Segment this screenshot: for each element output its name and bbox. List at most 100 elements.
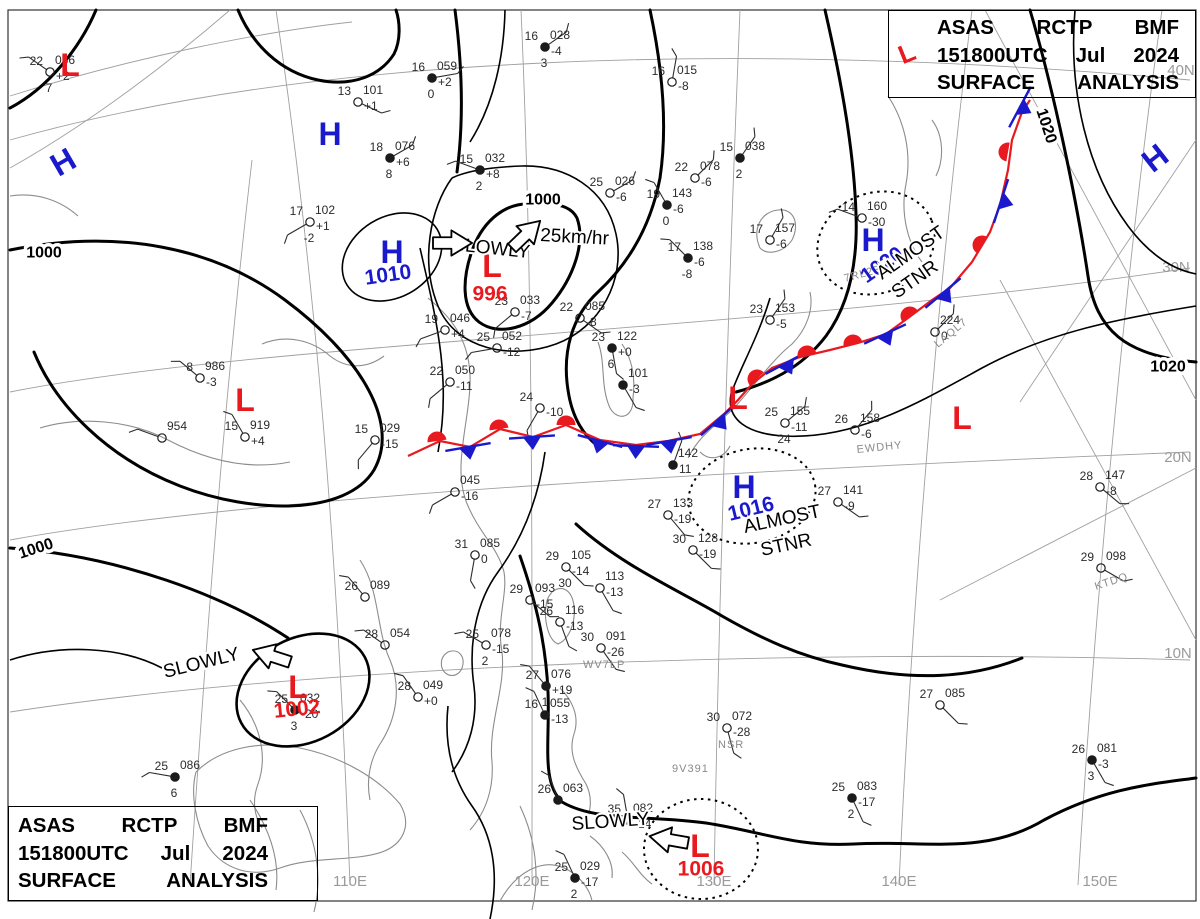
station-extra: 3 xyxy=(291,719,298,733)
station-plot: 15 032 +82 xyxy=(446,151,505,193)
graticule-line xyxy=(9,451,1191,541)
warm-front-symbol xyxy=(556,415,576,425)
station-pressure: 054 xyxy=(390,626,410,640)
wind-barb xyxy=(339,575,363,594)
coastline xyxy=(559,687,591,831)
station-temp: 25 xyxy=(155,759,169,773)
graticule-line xyxy=(984,9,1197,401)
map-frame xyxy=(7,9,1197,902)
wind-barb-tick xyxy=(612,609,622,615)
station-pressure: 101 xyxy=(363,83,383,97)
station-pressure: 155 xyxy=(790,404,810,418)
station-pressure: 028 xyxy=(550,28,570,42)
high-center-symbol: H xyxy=(318,116,341,152)
station-temp: 16 xyxy=(412,60,426,74)
station-pressure: 116 xyxy=(565,603,584,617)
graticule-line xyxy=(9,267,1191,393)
station-temp: 28 xyxy=(365,627,379,641)
isobar-thin xyxy=(1072,9,1197,275)
wind-barb-shaft xyxy=(613,179,633,192)
graticule-line xyxy=(275,9,351,886)
warm-front-symbol xyxy=(797,345,817,358)
station-extra: 6 xyxy=(171,786,178,800)
station-plot: 27 133 -19 xyxy=(648,496,694,537)
station-plot: 30 091 -26 xyxy=(581,629,626,673)
pressure-area-ellipse-dotted xyxy=(687,447,817,545)
wind-barb-tick xyxy=(862,821,872,826)
wind-barb-shaft xyxy=(612,352,618,374)
station-plot: 25 026 -6 xyxy=(590,171,637,204)
low-center-symbol: L xyxy=(482,248,502,284)
station-extra: 8 xyxy=(386,167,393,181)
low-center-symbol: L xyxy=(728,380,748,416)
wind-barb xyxy=(394,672,416,694)
station-plot: 26 158 -6 xyxy=(835,400,880,441)
warm-front-symbol xyxy=(972,235,988,253)
wind-barb-tick xyxy=(493,328,496,338)
wind-barb-tick xyxy=(1119,503,1130,505)
station-plot: 25 052 -12 xyxy=(465,329,522,360)
isobar-thin xyxy=(469,9,506,143)
wind-barb-tick xyxy=(454,631,464,635)
station-circle xyxy=(380,640,390,650)
wind-barb-shaft xyxy=(853,801,864,822)
wind-barb xyxy=(446,160,476,169)
wind-barb xyxy=(19,56,47,70)
cold-front-symbol xyxy=(876,330,894,346)
station-plot: 23 153 -5 xyxy=(750,289,795,331)
station-circle xyxy=(688,545,698,555)
wind-barb-tick xyxy=(170,360,181,362)
pressure-area-ellipse-thin xyxy=(341,212,443,302)
station-temp: 24 xyxy=(520,390,534,404)
station-pressure: 046 xyxy=(450,311,470,325)
warm-front-symbol xyxy=(427,431,447,443)
station-plot: 17 157 -6 xyxy=(750,208,795,251)
wind-barb-shaft xyxy=(436,72,458,78)
station-temp: 13 xyxy=(338,84,352,98)
station-pressure: 986 xyxy=(205,359,225,373)
station-dewpoint: -12 xyxy=(503,345,521,359)
wind-barb-shaft xyxy=(361,103,382,114)
station-circle xyxy=(607,343,617,353)
station-circle xyxy=(780,418,790,428)
station-pressure: 063 xyxy=(563,781,583,795)
coastline xyxy=(756,209,796,253)
isobar-thick xyxy=(8,546,290,640)
wind-barb-tick xyxy=(753,127,756,137)
station-circle xyxy=(450,487,460,497)
wind-barb-shaft xyxy=(548,31,567,45)
wind-barb xyxy=(612,352,624,380)
station-plot: 23 033 -7 xyxy=(493,293,540,338)
wind-barb-shaft xyxy=(357,443,373,461)
station-pressure: 089 xyxy=(370,578,390,592)
wind-barb-tick xyxy=(565,23,570,33)
station-plot: 22 085 -8 xyxy=(560,299,611,334)
station-circle xyxy=(360,592,370,602)
wind-barb-tick xyxy=(411,136,417,146)
station-plot: 27 076 +191 xyxy=(520,664,573,709)
station-circle xyxy=(857,213,867,223)
station-temp: 8 xyxy=(186,360,193,374)
longitude-label: 140E xyxy=(881,873,916,890)
wind-barb-tick xyxy=(712,150,715,160)
title-box-top-right: ASAS RCTP BMF 151800UTC Jul 2024 SURFACE… xyxy=(888,10,1196,98)
station-circle xyxy=(370,435,380,445)
station-pressure: 078 xyxy=(491,626,511,640)
station-dewpoint: -17 xyxy=(858,795,876,809)
station-plot: 113-13 xyxy=(595,569,624,615)
station-circle xyxy=(930,327,940,337)
station-pressure: 038 xyxy=(745,139,765,153)
station-circle xyxy=(157,433,167,443)
high-center-symbol: H xyxy=(732,469,755,505)
station-dewpoint: 0 xyxy=(481,552,488,566)
station-plot: 045-16 xyxy=(428,473,480,514)
wind-barb xyxy=(436,66,464,78)
station-extra: 7 xyxy=(46,81,53,95)
station-temp: 25 xyxy=(765,405,779,419)
wind-barb-shaft xyxy=(561,626,570,647)
cold-front-symbol xyxy=(711,413,727,430)
station-plot: 22 050 -11 xyxy=(428,363,475,408)
wind-barb-tick xyxy=(631,171,637,181)
